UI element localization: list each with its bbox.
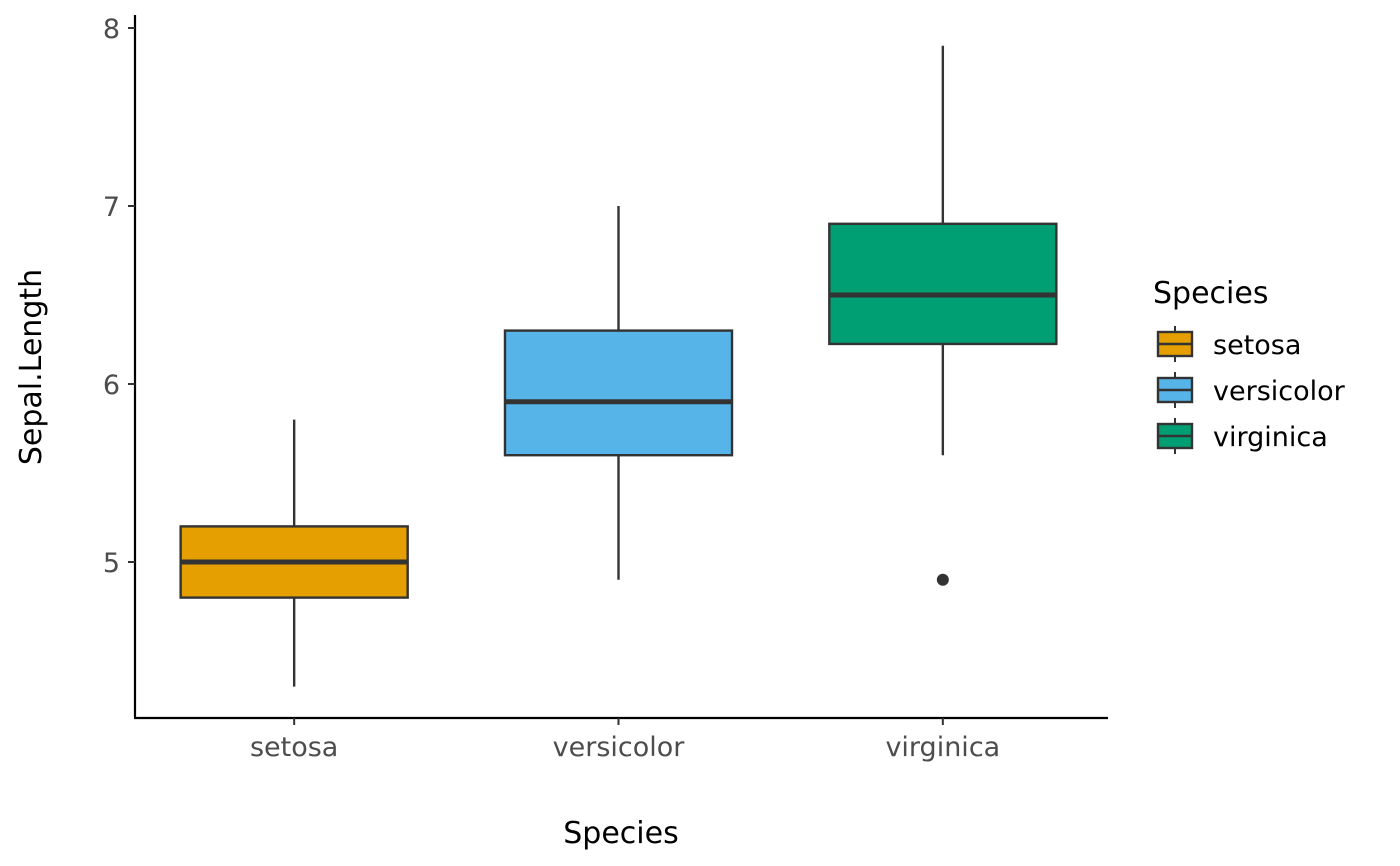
x-tick-label: versicolor <box>553 732 686 763</box>
y-tick-label: 6 <box>103 370 120 401</box>
box-virginica <box>828 45 1058 586</box>
legend-item-versicolor: versicolor <box>1156 372 1346 408</box>
legend-title: Species <box>1153 276 1268 311</box>
x-tick-label: virginica <box>885 732 1000 763</box>
legend: Species setosa versicolor virginica <box>1153 276 1346 454</box>
legend-label: virginica <box>1213 422 1328 453</box>
y-tick-label: 8 <box>103 14 120 45</box>
y-tick-label: 5 <box>103 548 120 579</box>
legend-label: versicolor <box>1213 376 1346 407</box>
x-axis-title: Species <box>563 816 678 851</box>
boxes-layer <box>179 45 1058 687</box>
legend-item-virginica: virginica <box>1156 418 1328 454</box>
axes-layer <box>133 15 1108 720</box>
y-tick-label: 7 <box>103 192 120 223</box>
x-ticks-layer: setosa versicolor virginica <box>250 718 1000 763</box>
box-setosa <box>179 419 409 687</box>
y-axis-title: Sepal.Length <box>14 269 49 465</box>
y-ticks-layer: 5 6 7 8 <box>103 14 135 579</box>
box-iqr <box>503 329 734 457</box>
box-versicolor <box>503 206 734 580</box>
legend-item-setosa: setosa <box>1156 326 1301 362</box>
legend-label: setosa <box>1213 330 1301 361</box>
outlier-point <box>936 573 949 586</box>
x-tick-label: setosa <box>250 732 338 763</box>
box-iqr <box>828 222 1058 346</box>
